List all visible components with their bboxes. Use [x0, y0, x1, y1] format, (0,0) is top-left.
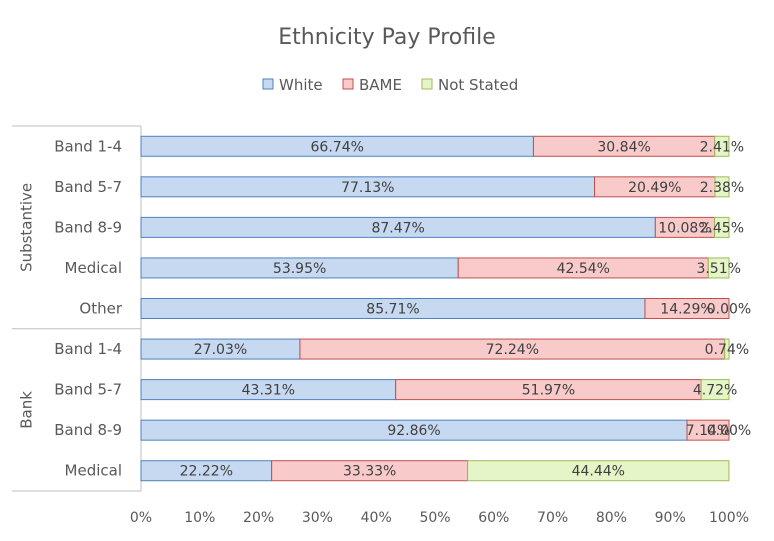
x-tick-label: 70%: [537, 510, 568, 526]
data-label-white: 85.71%: [366, 302, 419, 318]
category-label-substantive-other: Other: [79, 300, 122, 318]
legend-swatch-not-stated: [421, 78, 433, 90]
x-tick-label: 90%: [655, 510, 686, 526]
x-tick-label: 50%: [419, 510, 450, 526]
group-label-bank: Bank: [18, 391, 36, 429]
bar-not-stated: [467, 460, 730, 482]
bar-not-stated: [714, 176, 730, 198]
data-label-not-stated: 2.41%: [700, 139, 744, 155]
bar-not-stated: [714, 216, 730, 238]
data-label-bame: 14.29%: [660, 302, 713, 318]
category-label-bank-band-8-9: Band 8-9: [54, 421, 122, 439]
legend-label-white: White: [279, 76, 323, 94]
data-label-not-stated: 0.74%: [705, 342, 749, 358]
data-label-bame: 10.08%: [658, 220, 711, 236]
data-label-not-stated: 3.51%: [696, 261, 740, 277]
data-label-white: 87.47%: [371, 220, 424, 236]
data-label-bame: 30.84%: [597, 139, 650, 155]
data-label-bame: 42.54%: [557, 261, 610, 277]
category-label-substantive-band-5-7: Band 5-7: [54, 178, 122, 196]
data-label-not-stated: 2.45%: [700, 220, 744, 236]
data-label-white: 66.74%: [311, 139, 364, 155]
data-label-white: 22.22%: [180, 464, 233, 480]
bar-bame: [644, 298, 730, 319]
data-label-white: 92.86%: [387, 423, 440, 439]
data-label-white: 53.95%: [273, 261, 326, 277]
x-tick-label: 10%: [184, 510, 215, 526]
data-label-not-stated: 0.00%: [707, 302, 751, 318]
category-label-substantive-medical: Medical: [65, 259, 122, 277]
data-label-bame: 33.33%: [343, 464, 396, 480]
chart-title: Ethnicity Pay Profile: [278, 25, 496, 50]
axes: Substantive Band 1-4 Band 5-7 Band 8-9 Medic…: [12, 125, 749, 526]
bar-not-stated: [714, 135, 730, 157]
data-label-not-stated: 0.00%: [707, 423, 751, 439]
data-label-white: 77.13%: [341, 180, 394, 196]
x-tick-label: 60%: [478, 510, 509, 526]
x-tick-label: 20%: [243, 510, 274, 526]
legend: White BAME Not Stated: [262, 76, 518, 94]
data-label-not-stated: 2.38%: [700, 180, 744, 196]
category-label-substantive-band-1-4: Band 1-4: [54, 137, 122, 155]
data-labels: 66.74% 30.84% 2.41% 77.13% 20.49% 2.38% 87.47%…: [180, 139, 752, 479]
data-label-bame: 20.49%: [628, 180, 681, 196]
x-tick-label: 100%: [709, 510, 749, 526]
category-label-substantive-band-8-9: Band 8-9: [54, 218, 122, 236]
group-label-substantive: Substantive: [18, 183, 36, 272]
x-tick-label: 30%: [302, 510, 333, 526]
data-label-not-stated: 4.72%: [693, 383, 737, 399]
bar-not-stated: [700, 379, 730, 401]
x-tick-label: 0%: [130, 510, 152, 526]
category-label-bank-medical: Medical: [65, 462, 122, 480]
bar-not-stated: [724, 338, 730, 360]
data-label-bame: 7.14%: [686, 423, 730, 439]
bars: [140, 135, 730, 482]
data-label-bame: 72.24%: [486, 342, 539, 358]
data-label-not-stated: 44.44%: [572, 464, 625, 480]
legend-swatch-white: [262, 78, 274, 90]
legend-label-bame: BAME: [359, 76, 402, 94]
bar-not-stated: [707, 257, 730, 279]
category-label-bank-band-5-7: Band 5-7: [54, 381, 122, 399]
legend-label-not-stated: Not Stated: [438, 76, 518, 94]
data-label-white: 43.31%: [242, 383, 295, 399]
data-label-white: 27.03%: [194, 342, 247, 358]
category-label-bank-band-1-4: Band 1-4: [54, 340, 122, 358]
x-tick-label: 80%: [596, 510, 627, 526]
bar-bame: [686, 419, 730, 441]
x-tick-label: 40%: [361, 510, 392, 526]
legend-swatch-bame: [342, 78, 354, 90]
data-label-bame: 51.97%: [522, 383, 575, 399]
